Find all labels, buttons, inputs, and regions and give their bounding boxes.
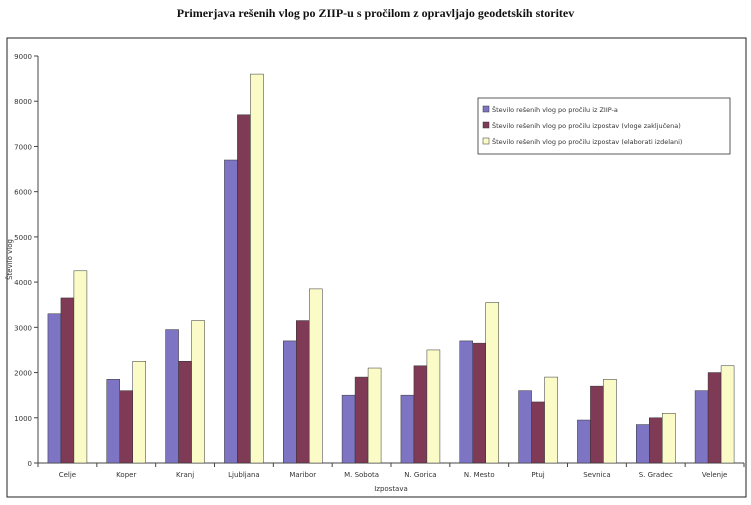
bar	[518, 390, 532, 464]
x-tick-label: Koper	[116, 471, 136, 479]
y-tick-label: 9000	[14, 53, 32, 61]
x-tick-label: Sevnica	[583, 471, 610, 479]
legend-box	[477, 97, 731, 155]
bar	[283, 340, 297, 464]
bar	[296, 320, 310, 464]
bar	[367, 367, 382, 464]
legend-swatch	[482, 121, 490, 129]
bar	[544, 376, 558, 464]
bar	[106, 379, 120, 464]
y-tick-label: 6000	[14, 189, 32, 197]
bar	[459, 340, 473, 464]
x-tick-label: N. Gorica	[404, 471, 436, 479]
bar	[119, 390, 133, 464]
x-axis-label: Izpostava	[374, 485, 408, 493]
bar	[413, 365, 428, 464]
x-tick-label: Maribor	[289, 471, 316, 479]
legend-swatch	[482, 105, 490, 113]
x-tick-label: M. Sobota	[344, 471, 379, 479]
bar	[590, 385, 604, 464]
bar	[47, 313, 62, 464]
y-axis-label: Število vlog	[5, 239, 14, 280]
bar	[224, 159, 238, 464]
bar	[132, 361, 146, 464]
legend-swatch	[482, 137, 490, 145]
bar	[720, 365, 735, 464]
legend-label: Število rešenih vlog po pročilu izpostav…	[492, 121, 681, 130]
y-tick-label: 1000	[14, 415, 32, 423]
bar	[603, 379, 617, 464]
bar	[485, 302, 499, 464]
bar	[191, 320, 205, 464]
x-tick-label: N. Mesto	[464, 471, 495, 479]
bar	[250, 73, 264, 464]
y-tick-label: 5000	[14, 234, 32, 242]
x-tick-label: Kranj	[176, 471, 194, 479]
x-tick-label: Ljubljana	[228, 471, 260, 479]
y-tick-label: 0	[28, 460, 32, 468]
bar	[707, 372, 722, 464]
y-tick-label: 4000	[14, 279, 32, 287]
bar	[73, 270, 88, 464]
bar	[400, 394, 415, 464]
bar	[531, 401, 545, 464]
bar	[354, 376, 369, 464]
legend-label: Število rešenih vlog po pročilu izpostav…	[492, 137, 682, 146]
bar	[426, 349, 441, 464]
bar	[309, 288, 323, 464]
chart-title: Primerjava rešenih vlog po ZIIP-u s proč…	[176, 6, 575, 20]
x-tick-label: Velenje	[702, 471, 728, 479]
bar	[649, 417, 663, 464]
y-tick-label: 8000	[14, 98, 32, 106]
bar	[472, 342, 486, 464]
bar	[60, 297, 75, 464]
bar	[237, 114, 251, 464]
y-tick-label: 2000	[14, 370, 32, 378]
bar	[694, 390, 709, 464]
bar	[178, 361, 192, 464]
bar	[662, 413, 676, 464]
bar	[165, 329, 179, 464]
y-tick-label: 7000	[14, 143, 32, 151]
x-tick-label: Ptuj	[531, 471, 544, 479]
legend-label: Število rešenih vlog po pročilu iz ZIIP-…	[492, 105, 618, 114]
y-tick-label: 3000	[14, 324, 32, 332]
x-tick-label: S. Gradec	[639, 471, 673, 479]
x-tick-label: Celje	[59, 471, 76, 479]
bar	[577, 419, 591, 464]
bar	[636, 424, 650, 464]
chart-border	[6, 37, 747, 498]
bar	[341, 394, 356, 464]
